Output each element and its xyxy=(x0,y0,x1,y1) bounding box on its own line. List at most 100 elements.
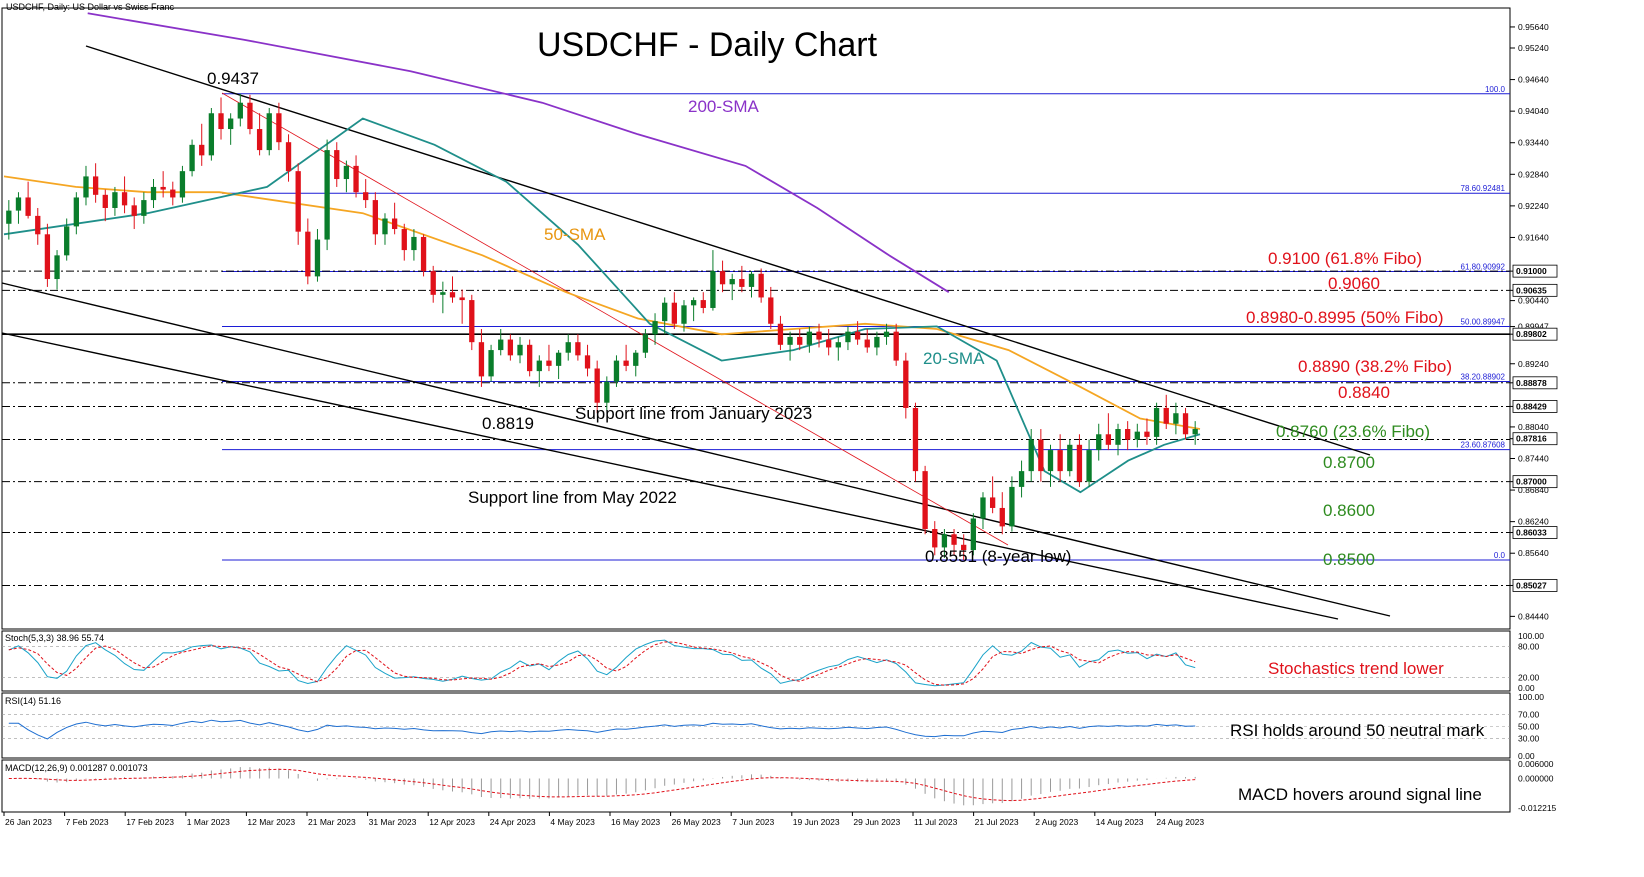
price-tick-label: 0.84440 xyxy=(1518,611,1549,621)
date-tick-label: 16 May 2023 xyxy=(611,817,660,827)
support-label-8600: 0.8600 xyxy=(1323,501,1375,520)
candle-body xyxy=(1115,429,1121,445)
candle-body xyxy=(1047,450,1054,472)
rsi-header: RSI(14) 51.16 xyxy=(5,696,61,706)
candle-body xyxy=(1125,429,1131,440)
candle-body xyxy=(854,331,861,340)
candle-body xyxy=(391,218,398,230)
candle-body xyxy=(989,497,996,508)
candle-body xyxy=(488,350,494,377)
candle-body xyxy=(478,342,485,377)
price-tick-label: 0.94040 xyxy=(1518,106,1549,116)
date-tick-label: 4 May 2023 xyxy=(550,817,595,827)
macd-tick-label: 0.000000 xyxy=(1518,773,1554,783)
price-tag xyxy=(1512,475,1558,489)
trend-line xyxy=(1,282,1391,617)
rsi-tick-label: 50.00 xyxy=(1518,722,1540,732)
candle-body xyxy=(642,334,649,353)
resist-label-8840: 0.8840 xyxy=(1338,383,1390,402)
candle-body xyxy=(353,165,359,193)
price-tick-label: 0.94640 xyxy=(1518,75,1549,85)
support-may-label: Support line from May 2022 xyxy=(468,488,677,507)
date-tick-label: 19 Jun 2023 xyxy=(793,817,840,827)
candle-body xyxy=(64,226,70,256)
date-tick-label: 26 Jan 2023 xyxy=(5,817,52,827)
price-tick-label: 0.86240 xyxy=(1518,517,1549,527)
price-tag xyxy=(1512,432,1558,446)
candle-body xyxy=(1009,486,1015,527)
candle-body xyxy=(228,118,234,130)
price-tag-label: 0.87000 xyxy=(1516,477,1547,487)
macd-tick-label: -0.012215 xyxy=(1518,803,1557,813)
candle-body xyxy=(883,331,890,337)
candle-body xyxy=(131,205,137,216)
candle-body xyxy=(6,210,12,224)
candle-body xyxy=(44,234,51,280)
macd-header: MACD(12,26,9) 0.001287 0.001073 xyxy=(5,763,148,773)
candle-body xyxy=(970,518,976,551)
candle-body xyxy=(961,544,967,551)
trend-line xyxy=(85,45,1371,456)
candle-body xyxy=(633,352,639,366)
candle-body xyxy=(777,323,784,345)
candle-body xyxy=(15,197,22,211)
price-tick-label: 0.89947 xyxy=(1518,322,1549,332)
candle-body xyxy=(305,231,311,277)
price-tag xyxy=(1512,526,1558,539)
candle-body xyxy=(527,344,533,372)
candle-body xyxy=(613,360,620,382)
candle-body xyxy=(797,336,803,345)
date-tick-label: 1 Mar 2023 xyxy=(187,817,230,827)
candle-body xyxy=(401,229,407,251)
candle-body xyxy=(411,236,417,251)
candle-body xyxy=(623,360,629,366)
candle-body xyxy=(1105,434,1112,445)
rsi-line xyxy=(8,719,1196,740)
price-tag-label: 0.85027 xyxy=(1516,580,1547,590)
candle-body xyxy=(276,113,282,143)
rsi-note: RSI holds around 50 neutral mark xyxy=(1230,721,1485,740)
fib-label: 0.0 xyxy=(1494,551,1506,560)
candle-body xyxy=(35,215,41,235)
candle-body xyxy=(903,360,909,408)
price-tag-label: 0.86033 xyxy=(1516,528,1547,538)
resist-label-9060: 0.9060 xyxy=(1328,274,1380,293)
fib-label: 50.00.89947 xyxy=(1461,318,1506,327)
sma200-line xyxy=(87,12,950,293)
price-tick-label: 0.95640 xyxy=(1518,22,1549,32)
price-tick-label: 0.85640 xyxy=(1518,548,1549,558)
candle-body xyxy=(83,176,89,198)
candle-body xyxy=(218,113,224,130)
price-tag xyxy=(1512,400,1558,413)
fib-label: 100.0 xyxy=(1485,85,1506,94)
candle-body xyxy=(160,186,166,190)
candle-body xyxy=(980,497,986,519)
date-tick-label: 24 Apr 2023 xyxy=(490,817,536,827)
candle-body xyxy=(787,336,793,345)
date-tick-label: 31 Mar 2023 xyxy=(369,817,417,827)
candle-body xyxy=(999,507,1005,527)
chart-title: USDCHF - Daily Chart xyxy=(537,26,878,64)
date-tick-label: 14 Aug 2023 xyxy=(1096,817,1144,827)
date-tick-label: 11 Jul 2023 xyxy=(914,817,958,827)
resist-label-8990: 0.8980-0.8995 (50% Fibo) xyxy=(1246,308,1444,327)
price-tag xyxy=(1512,376,1558,390)
candle-body xyxy=(719,271,726,285)
candle-body xyxy=(343,165,350,180)
candle-body xyxy=(893,331,899,361)
date-tick-label: 7 Feb 2023 xyxy=(66,817,109,827)
price-tick-label: 0.92840 xyxy=(1518,169,1549,179)
candle-body xyxy=(816,331,822,340)
candle-body xyxy=(671,302,677,324)
candle-body xyxy=(864,339,870,348)
candle-body xyxy=(700,300,706,308)
date-tick-label: 26 May 2023 xyxy=(672,817,721,827)
price-tick-label: 0.93440 xyxy=(1518,138,1549,148)
candle-body xyxy=(102,194,108,208)
date-tick-label: 21 Mar 2023 xyxy=(308,817,356,827)
candle-body xyxy=(555,352,562,366)
candle-body xyxy=(507,339,514,356)
price-tick-label: 0.92240 xyxy=(1518,201,1549,211)
macd-signal-line xyxy=(8,768,1196,802)
